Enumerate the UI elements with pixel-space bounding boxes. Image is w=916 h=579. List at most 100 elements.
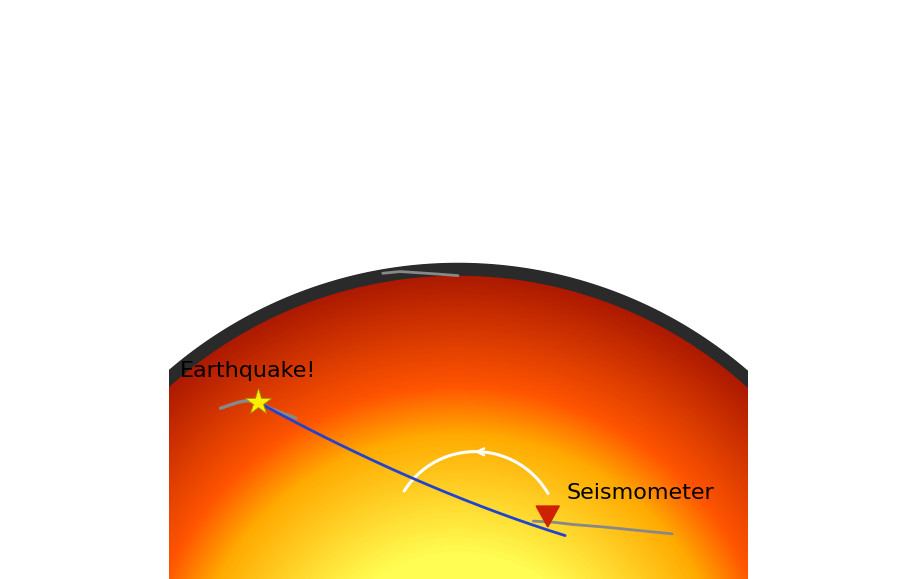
Circle shape [248,497,668,579]
Circle shape [48,296,868,579]
Circle shape [128,376,788,579]
Circle shape [37,285,879,579]
Circle shape [60,309,856,579]
Circle shape [42,291,874,579]
Circle shape [204,453,712,579]
Circle shape [305,554,611,579]
Circle shape [77,326,839,579]
Circle shape [231,479,685,579]
Circle shape [300,548,616,579]
Circle shape [29,278,887,579]
Circle shape [63,312,853,579]
Circle shape [126,375,790,579]
Circle shape [180,428,736,579]
Circle shape [27,275,889,579]
Circle shape [71,318,845,579]
Circle shape [120,368,796,579]
Circle shape [158,406,758,579]
Circle shape [110,358,806,579]
Circle shape [79,327,837,579]
Circle shape [216,465,700,579]
Circle shape [35,284,881,579]
Circle shape [93,341,823,579]
Circle shape [129,378,787,579]
Circle shape [55,303,861,579]
Circle shape [234,482,682,579]
Circle shape [286,534,630,579]
Circle shape [238,487,678,579]
Circle shape [168,416,748,579]
Circle shape [113,361,803,579]
Circle shape [58,306,858,579]
Circle shape [49,298,867,579]
Circle shape [96,344,820,579]
Circle shape [141,390,775,579]
Circle shape [261,509,655,579]
Circle shape [53,302,863,579]
Circle shape [24,272,892,579]
Circle shape [97,346,819,579]
Circle shape [38,286,878,579]
Circle shape [39,288,877,579]
Circle shape [66,314,850,579]
Circle shape [94,343,822,579]
Circle shape [182,431,734,579]
Circle shape [43,292,873,579]
Circle shape [133,381,783,579]
Circle shape [34,282,882,579]
Circle shape [246,494,670,579]
Circle shape [160,409,756,579]
Circle shape [222,470,694,579]
Circle shape [139,387,777,579]
Circle shape [121,369,795,579]
Circle shape [114,362,802,579]
Polygon shape [16,263,900,579]
Circle shape [290,538,626,579]
Circle shape [108,357,808,579]
Circle shape [71,320,845,579]
Circle shape [187,435,729,579]
Circle shape [102,350,814,579]
Circle shape [154,402,762,579]
Circle shape [73,321,843,579]
Circle shape [136,385,780,579]
Circle shape [226,475,690,579]
Circle shape [118,367,798,579]
Circle shape [74,323,842,579]
Circle shape [263,512,653,579]
Circle shape [224,472,692,579]
Circle shape [124,372,792,579]
Circle shape [197,445,719,579]
Circle shape [81,329,835,579]
Circle shape [131,379,785,579]
Circle shape [24,272,892,579]
Circle shape [82,330,834,579]
Circle shape [280,529,636,579]
Circle shape [194,443,722,579]
Circle shape [92,340,824,579]
Circle shape [254,502,662,579]
Circle shape [293,541,623,579]
Circle shape [105,354,811,579]
Circle shape [288,536,628,579]
Circle shape [144,392,772,579]
Circle shape [86,334,830,579]
Circle shape [76,324,840,579]
Circle shape [117,365,799,579]
Circle shape [123,371,793,579]
Circle shape [104,353,812,579]
Circle shape [136,384,780,579]
Circle shape [202,450,714,579]
Circle shape [25,273,891,579]
Circle shape [40,289,876,579]
Circle shape [166,414,750,579]
Circle shape [89,337,827,579]
Circle shape [173,421,743,579]
Circle shape [270,519,646,579]
Polygon shape [536,506,560,527]
Circle shape [178,426,738,579]
Circle shape [190,438,726,579]
Circle shape [59,307,857,579]
Circle shape [83,331,833,579]
Circle shape [69,317,847,579]
